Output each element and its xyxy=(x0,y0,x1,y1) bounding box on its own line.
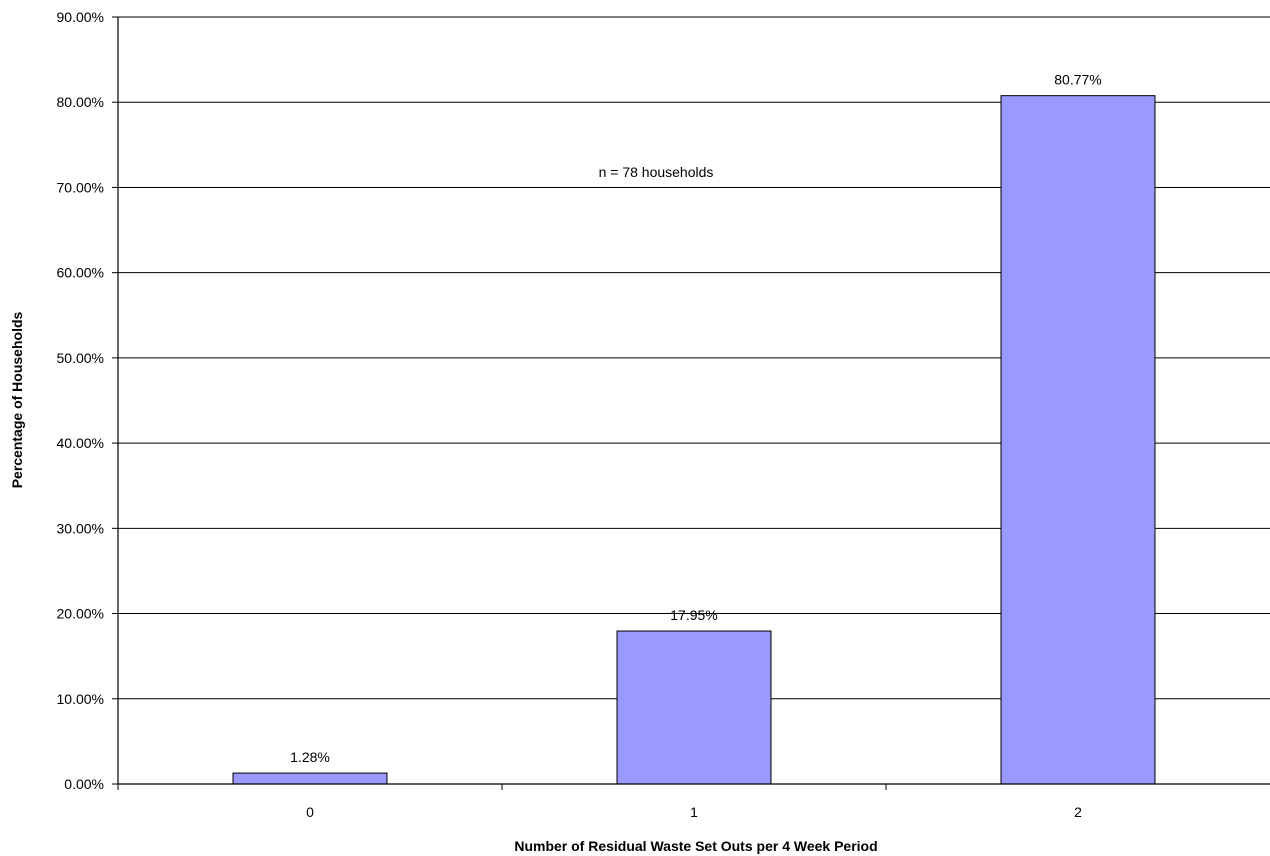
y-tick-label: 50.00% xyxy=(57,350,104,366)
gridlines xyxy=(118,16,1270,700)
y-tick-label: 0.00% xyxy=(64,776,104,792)
bar xyxy=(232,772,388,785)
y-axis-title: Percentage of Households xyxy=(9,311,25,488)
bar xyxy=(616,630,772,785)
sample-size-annotation: n = 78 households xyxy=(599,164,714,180)
y-tick-label: 60.00% xyxy=(57,265,104,281)
bars xyxy=(232,95,1156,785)
x-tick-label: 2 xyxy=(1074,804,1082,820)
y-tick-label: 80.00% xyxy=(57,94,104,110)
y-tick-label: 70.00% xyxy=(57,179,104,195)
x-tick-label: 0 xyxy=(306,804,314,820)
x-tick-label: 1 xyxy=(690,804,698,820)
y-tick-label: 30.00% xyxy=(57,520,104,536)
x-axis-title: Number of Residual Waste Set Outs per 4 … xyxy=(514,838,877,854)
data-label: 1.28% xyxy=(290,749,330,765)
data-label: 80.77% xyxy=(1054,72,1101,88)
labels: 0.00% 10.00% 20.00% 30.00% 40.00% 50.00% 60.00… xyxy=(57,9,1102,820)
y-tick-label: 20.00% xyxy=(57,606,104,622)
axes xyxy=(112,16,1270,790)
y-tick-label: 90.00% xyxy=(57,9,104,25)
data-label: 17.95% xyxy=(670,607,717,623)
y-tick-label: 40.00% xyxy=(57,435,104,451)
bar xyxy=(1000,95,1156,785)
y-tick-label: 10.00% xyxy=(57,691,104,707)
